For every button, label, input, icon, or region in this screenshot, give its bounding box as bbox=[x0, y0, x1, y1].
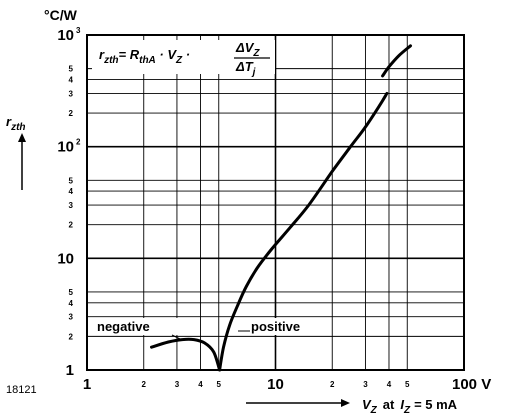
x-axis-label: VZ at IZ = 5 mA bbox=[362, 397, 458, 415]
y-tick-label: 2 bbox=[69, 221, 74, 230]
y-tick-label: 2 bbox=[69, 109, 74, 118]
y-axis-arrow bbox=[18, 133, 26, 190]
annotation-positive: positive bbox=[238, 318, 330, 335]
x-tick-label: 10 bbox=[267, 376, 284, 393]
series-line-negative bbox=[150, 337, 222, 372]
x-tick-label: 4 bbox=[387, 380, 392, 389]
y-axis-label-var: r bbox=[6, 114, 12, 129]
grid-major bbox=[87, 35, 464, 370]
y-tick-label: 5 bbox=[69, 288, 74, 297]
x-tick-label: 5 bbox=[217, 380, 222, 389]
y-tick-label: 3 bbox=[69, 89, 74, 98]
y-tick-label: 4 bbox=[69, 75, 74, 84]
y-unit-label: °C/W bbox=[44, 7, 78, 23]
formula-text: rzth= RthA · VZ · bbox=[99, 47, 190, 66]
y-tick-label: 1 bbox=[66, 362, 74, 379]
y-tick-label: 3 bbox=[69, 313, 74, 322]
y-tick-label: 4 bbox=[69, 187, 74, 196]
y-tick-label: 2 bbox=[69, 332, 74, 341]
annotation-negative: negative bbox=[93, 318, 183, 341]
y-tick-exponent: 3 bbox=[76, 26, 81, 35]
x-tick-label: 2 bbox=[142, 380, 147, 389]
x-tick-label: 1 bbox=[83, 376, 91, 393]
y-axis-label: rzth bbox=[6, 114, 26, 133]
y-tick-label: 10 bbox=[57, 139, 74, 156]
x-tick-label: 2 bbox=[330, 380, 335, 389]
series-line-positive-upper bbox=[381, 44, 412, 78]
formula-box: rzth= RthA · VZ · ΔVZ ΔTj bbox=[92, 40, 275, 78]
x-unit-label: 100 V bbox=[452, 376, 491, 393]
y-tick-label: 10 bbox=[57, 27, 74, 44]
series-line-positive bbox=[218, 91, 389, 372]
annotation-positive-text: positive bbox=[251, 319, 300, 334]
y-tick-label: 3 bbox=[69, 201, 74, 210]
plot-frame bbox=[86, 34, 465, 371]
formula-denominator: ΔTj bbox=[235, 59, 256, 78]
y-tick-label: 10 bbox=[57, 250, 74, 267]
x-tick-label: 3 bbox=[363, 380, 368, 389]
x-tick-label: 4 bbox=[198, 380, 203, 389]
annotation-negative-text: negative bbox=[97, 319, 150, 334]
x-axis-arrow bbox=[246, 399, 350, 407]
y-tick-exponent: 2 bbox=[76, 138, 81, 147]
x-tick-label: 3 bbox=[175, 380, 180, 389]
x-tick-label: 5 bbox=[405, 380, 410, 389]
y-tick-label: 4 bbox=[69, 299, 74, 308]
y-axis-label-sub: zth bbox=[10, 122, 25, 133]
y-tick-label: 5 bbox=[69, 65, 74, 74]
series-layer bbox=[150, 44, 412, 372]
formula-numerator: ΔVZ bbox=[235, 40, 260, 59]
figure-id: 18121 bbox=[6, 384, 37, 396]
y-tick-label: 5 bbox=[69, 176, 74, 185]
